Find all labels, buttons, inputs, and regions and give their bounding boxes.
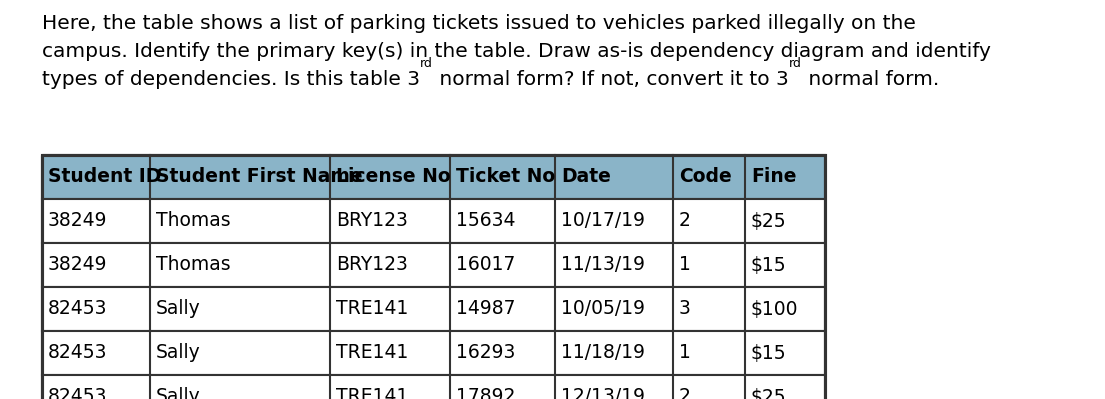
Text: 2: 2 — [678, 387, 691, 399]
Text: rd: rd — [789, 57, 801, 70]
Text: 38249: 38249 — [48, 211, 107, 231]
Text: Student ID: Student ID — [48, 168, 161, 186]
Text: $25: $25 — [751, 387, 787, 399]
Text: normal form? If not, convert it to 3: normal form? If not, convert it to 3 — [433, 70, 789, 89]
Polygon shape — [42, 287, 825, 331]
Text: 82453: 82453 — [48, 387, 107, 399]
Text: Thomas: Thomas — [156, 255, 231, 275]
Text: Sally: Sally — [156, 344, 201, 363]
Polygon shape — [42, 375, 825, 399]
Text: 1: 1 — [678, 255, 691, 275]
Text: $25: $25 — [751, 211, 787, 231]
Text: $15: $15 — [751, 255, 787, 275]
Text: 38249: 38249 — [48, 255, 107, 275]
Text: 82453: 82453 — [48, 344, 107, 363]
Text: 16017: 16017 — [456, 255, 515, 275]
Text: TRE141: TRE141 — [336, 300, 409, 318]
Text: Ticket No: Ticket No — [456, 168, 555, 186]
Text: 1: 1 — [678, 344, 691, 363]
Text: BRY123: BRY123 — [336, 211, 408, 231]
Text: 10/17/19: 10/17/19 — [561, 211, 645, 231]
Text: 3: 3 — [678, 300, 691, 318]
Text: 15634: 15634 — [456, 211, 516, 231]
Text: 2: 2 — [678, 211, 691, 231]
Text: Thomas: Thomas — [156, 211, 231, 231]
Polygon shape — [42, 155, 825, 199]
Text: License No: License No — [336, 168, 451, 186]
Text: normal form.: normal form. — [801, 70, 939, 89]
Text: Date: Date — [561, 168, 611, 186]
Text: $15: $15 — [751, 344, 787, 363]
Text: Sally: Sally — [156, 300, 201, 318]
Text: 82453: 82453 — [48, 300, 107, 318]
Text: $100: $100 — [751, 300, 799, 318]
Text: types of dependencies. Is this table 3: types of dependencies. Is this table 3 — [42, 70, 420, 89]
Text: BRY123: BRY123 — [336, 255, 408, 275]
Text: Here, the table shows a list of parking tickets issued to vehicles parked illega: Here, the table shows a list of parking … — [42, 14, 916, 33]
Text: 10/05/19: 10/05/19 — [561, 300, 645, 318]
Text: 11/18/19: 11/18/19 — [561, 344, 645, 363]
Text: 14987: 14987 — [456, 300, 516, 318]
Polygon shape — [42, 243, 825, 287]
Text: rd: rd — [420, 57, 433, 70]
Text: Sally: Sally — [156, 387, 201, 399]
Text: 16293: 16293 — [456, 344, 515, 363]
Text: 17892: 17892 — [456, 387, 515, 399]
Text: campus. Identify the primary key(s) in the table. Draw as-is dependency diagram : campus. Identify the primary key(s) in t… — [42, 42, 991, 61]
Polygon shape — [42, 199, 825, 243]
Polygon shape — [42, 331, 825, 375]
Text: Code: Code — [678, 168, 732, 186]
Text: Student First Name: Student First Name — [156, 168, 362, 186]
Text: TRE141: TRE141 — [336, 344, 409, 363]
Text: 12/13/19: 12/13/19 — [561, 387, 645, 399]
Text: TRE141: TRE141 — [336, 387, 409, 399]
Text: 11/13/19: 11/13/19 — [561, 255, 645, 275]
Text: Fine: Fine — [751, 168, 797, 186]
